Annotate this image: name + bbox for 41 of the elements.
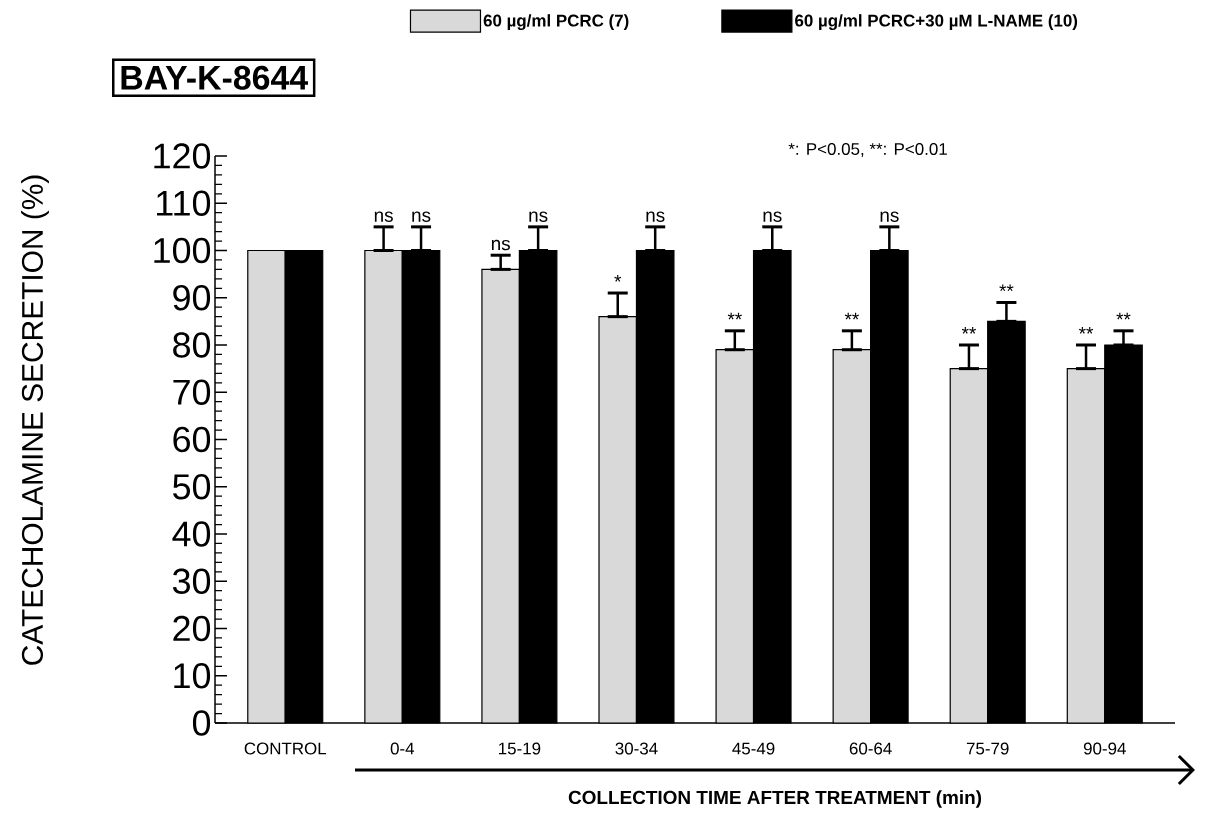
x-tick-label: 60-64 bbox=[849, 742, 892, 755]
legend-label: 60 µg/ml PCRC+30 µM L-NAME (10) bbox=[795, 14, 1078, 31]
x-tick-label: CONTROL bbox=[244, 742, 327, 755]
annotation: * bbox=[614, 275, 622, 282]
x-tick-label: 15-19 bbox=[499, 742, 541, 755]
x-tick-label: 75-79 bbox=[966, 742, 1009, 755]
x-tick-label: 45-49 bbox=[732, 742, 775, 755]
y-tick-label: 40 bbox=[172, 521, 211, 547]
x-tick-label: 0-4 bbox=[390, 742, 415, 755]
x-tick-label: 30-34 bbox=[615, 742, 658, 755]
annotation: ns bbox=[412, 211, 431, 222]
y-tick-label: 30 bbox=[172, 568, 211, 594]
y-tick-label: 10 bbox=[174, 663, 211, 689]
legend-label: 60 µg/ml PCRC (7) bbox=[483, 14, 629, 31]
annotation: ** bbox=[999, 284, 1014, 292]
y-tick-label: 50 bbox=[173, 474, 211, 500]
annotation: ns bbox=[880, 211, 899, 222]
annotation: ns bbox=[374, 211, 393, 222]
y-tick-label: 80 bbox=[173, 332, 211, 358]
annotation: ** bbox=[844, 312, 859, 320]
annotation: ns bbox=[763, 211, 782, 222]
annotation: *: P<0.05, **: P<0.01 bbox=[788, 142, 947, 157]
chart-title: BAY-K-8644 bbox=[121, 65, 308, 90]
annotation: ns bbox=[491, 239, 510, 251]
x-tick-label: 90-94 bbox=[1083, 742, 1126, 755]
annotation: ** bbox=[961, 327, 977, 334]
y-tick-label: 110 bbox=[157, 190, 211, 216]
annotation: ns bbox=[646, 211, 665, 222]
annotation: ** bbox=[727, 312, 742, 320]
annotation: ns bbox=[529, 211, 548, 222]
annotation: ** bbox=[1116, 312, 1131, 320]
y-tick-label: 70 bbox=[173, 379, 211, 405]
annotation: ** bbox=[1078, 327, 1094, 334]
y-tick-label: 20 bbox=[173, 615, 211, 642]
y-tick-label: 100 bbox=[154, 237, 211, 264]
y-tick-label: 120 bbox=[154, 143, 211, 169]
y-tick-label: 60 bbox=[173, 426, 211, 453]
y-tick-label: 90 bbox=[173, 285, 211, 311]
x-axis-title: COLLECTION TIME AFTER TREATMENT (min) bbox=[568, 790, 982, 808]
y-tick-label: 0 bbox=[192, 710, 211, 736]
y-axis-title: CATECHOLAMINE SECRETION (%) bbox=[21, 175, 49, 665]
